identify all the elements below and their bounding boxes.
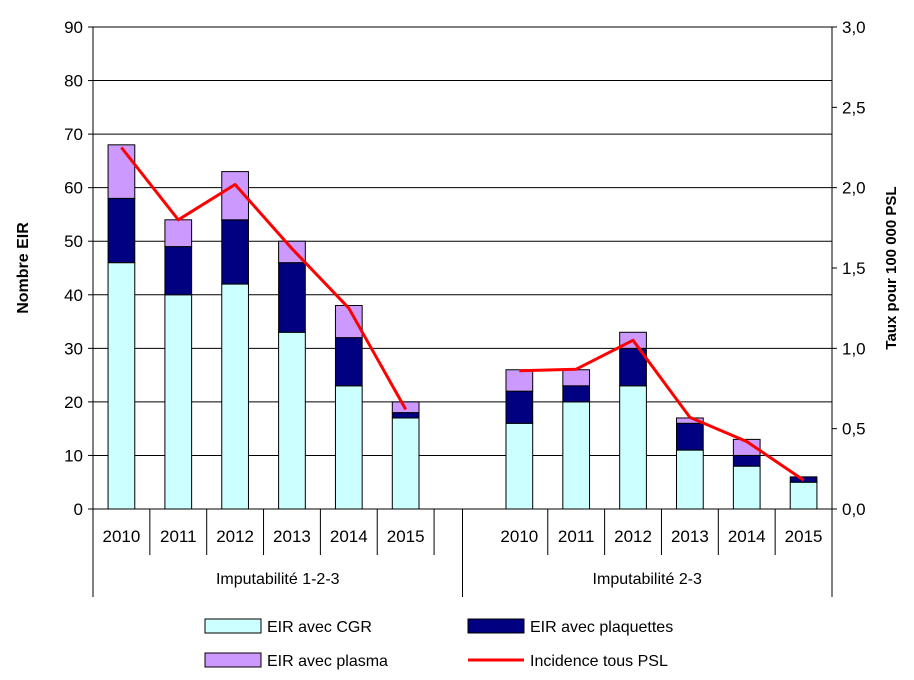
bar-segment — [164, 246, 193, 296]
legend-label: EIR avec CGR — [267, 619, 372, 636]
y-right-tick-label: 0,0 — [842, 500, 866, 519]
bar-segment — [562, 385, 591, 403]
x-tick-label: 2013 — [273, 527, 311, 546]
bar-segment — [107, 197, 136, 264]
bar-segment — [334, 385, 363, 510]
incidence-line-segment — [519, 338, 805, 482]
bar-segment — [562, 369, 591, 387]
y-tick-label: 40 — [64, 286, 83, 305]
x-tick-label: 2011 — [160, 527, 197, 546]
y-axis-right-ticks: 0,0 0,5 1,0 1,5 2,0 2,5 3,0 — [832, 18, 866, 519]
x-tick-label: 2010 — [103, 527, 141, 546]
y-tick-label: 50 — [64, 232, 83, 251]
y-tick-label: 20 — [64, 393, 83, 412]
y-right-tick-label: 3,0 — [842, 18, 866, 37]
legend-label: Incidence tous PSL — [530, 653, 668, 670]
y-tick-label: 30 — [64, 339, 83, 358]
y-right-tick-label: 2,0 — [842, 179, 866, 198]
y-tick-label: 0 — [74, 500, 83, 519]
x-tick-label: 2010 — [500, 527, 538, 546]
legend-swatch — [204, 618, 262, 634]
bar-segment — [107, 144, 136, 199]
x-tick-label: 2011 — [558, 527, 595, 546]
bar-segment — [732, 438, 761, 456]
bars — [107, 144, 818, 510]
y-tick-label: 10 — [64, 446, 83, 465]
group-label: Imputabilité 1-2-3 — [216, 571, 340, 588]
x-tick-label: 2012 — [614, 527, 652, 546]
y-right-tick-label: 1,0 — [842, 339, 866, 358]
bar-segment — [221, 219, 249, 285]
y-right-tick-label: 1,5 — [842, 259, 866, 278]
x-tick-label: 2015 — [387, 527, 425, 546]
bar-segment — [221, 283, 249, 510]
bar-segment — [619, 385, 647, 510]
legend-swatch — [204, 652, 262, 668]
legend-label: EIR avec plaquettes — [530, 619, 673, 636]
legend: EIR avec CGR EIR avec plaquettes EIR avec … — [204, 618, 673, 670]
group-label: Imputabilité 2-3 — [593, 571, 702, 588]
bar-segment — [732, 454, 761, 467]
y-tick-label: 90 — [64, 18, 83, 37]
bar-segment — [562, 401, 591, 510]
y-axis-left-ticks: 0 10 20 30 40 50 60 70 80 90 — [64, 18, 93, 519]
gridlines — [93, 26, 832, 456]
bar-segment — [164, 219, 193, 248]
bar-segment — [107, 262, 136, 510]
y-right-tick-label: 2,5 — [842, 98, 866, 117]
bar-segment — [789, 481, 818, 510]
x-tick-label: 2014 — [330, 527, 368, 546]
x-axis-categories: 2010 2011 2012 2013 2014 2015 2010 2011 2012 2013… — [92, 509, 833, 597]
y-tick-label: 70 — [64, 125, 83, 144]
bar-segment — [505, 422, 534, 510]
y-axis-left-label: Nombre EIR — [15, 222, 32, 314]
bar-segment — [391, 412, 420, 419]
y-axis-right-label: Taux pour 100 000 PSL — [883, 186, 900, 349]
x-tick-label: 2013 — [671, 527, 709, 546]
bar-segment — [391, 417, 420, 510]
bar-segment — [278, 262, 306, 333]
bar-segment — [334, 337, 363, 387]
bar-segment — [164, 294, 193, 510]
incidence-line — [120, 146, 805, 482]
y-tick-label: 60 — [64, 179, 83, 198]
bar-segment — [505, 390, 534, 424]
bar-segment — [676, 422, 704, 451]
x-tick-label: 2015 — [785, 527, 823, 546]
y-tick-label: 80 — [64, 72, 83, 91]
incidence-line-segment — [120, 146, 408, 411]
x-tick-label: 2012 — [216, 527, 254, 546]
bar-segment — [732, 465, 761, 510]
y-right-tick-label: 0,5 — [842, 420, 866, 439]
bar-segment — [676, 449, 704, 510]
bar-segment — [278, 331, 306, 510]
legend-swatch — [467, 618, 525, 634]
axes — [92, 27, 833, 510]
legend-label: EIR avec plasma — [267, 653, 388, 670]
bar-segment — [505, 369, 534, 392]
x-tick-label: 2014 — [728, 527, 766, 546]
